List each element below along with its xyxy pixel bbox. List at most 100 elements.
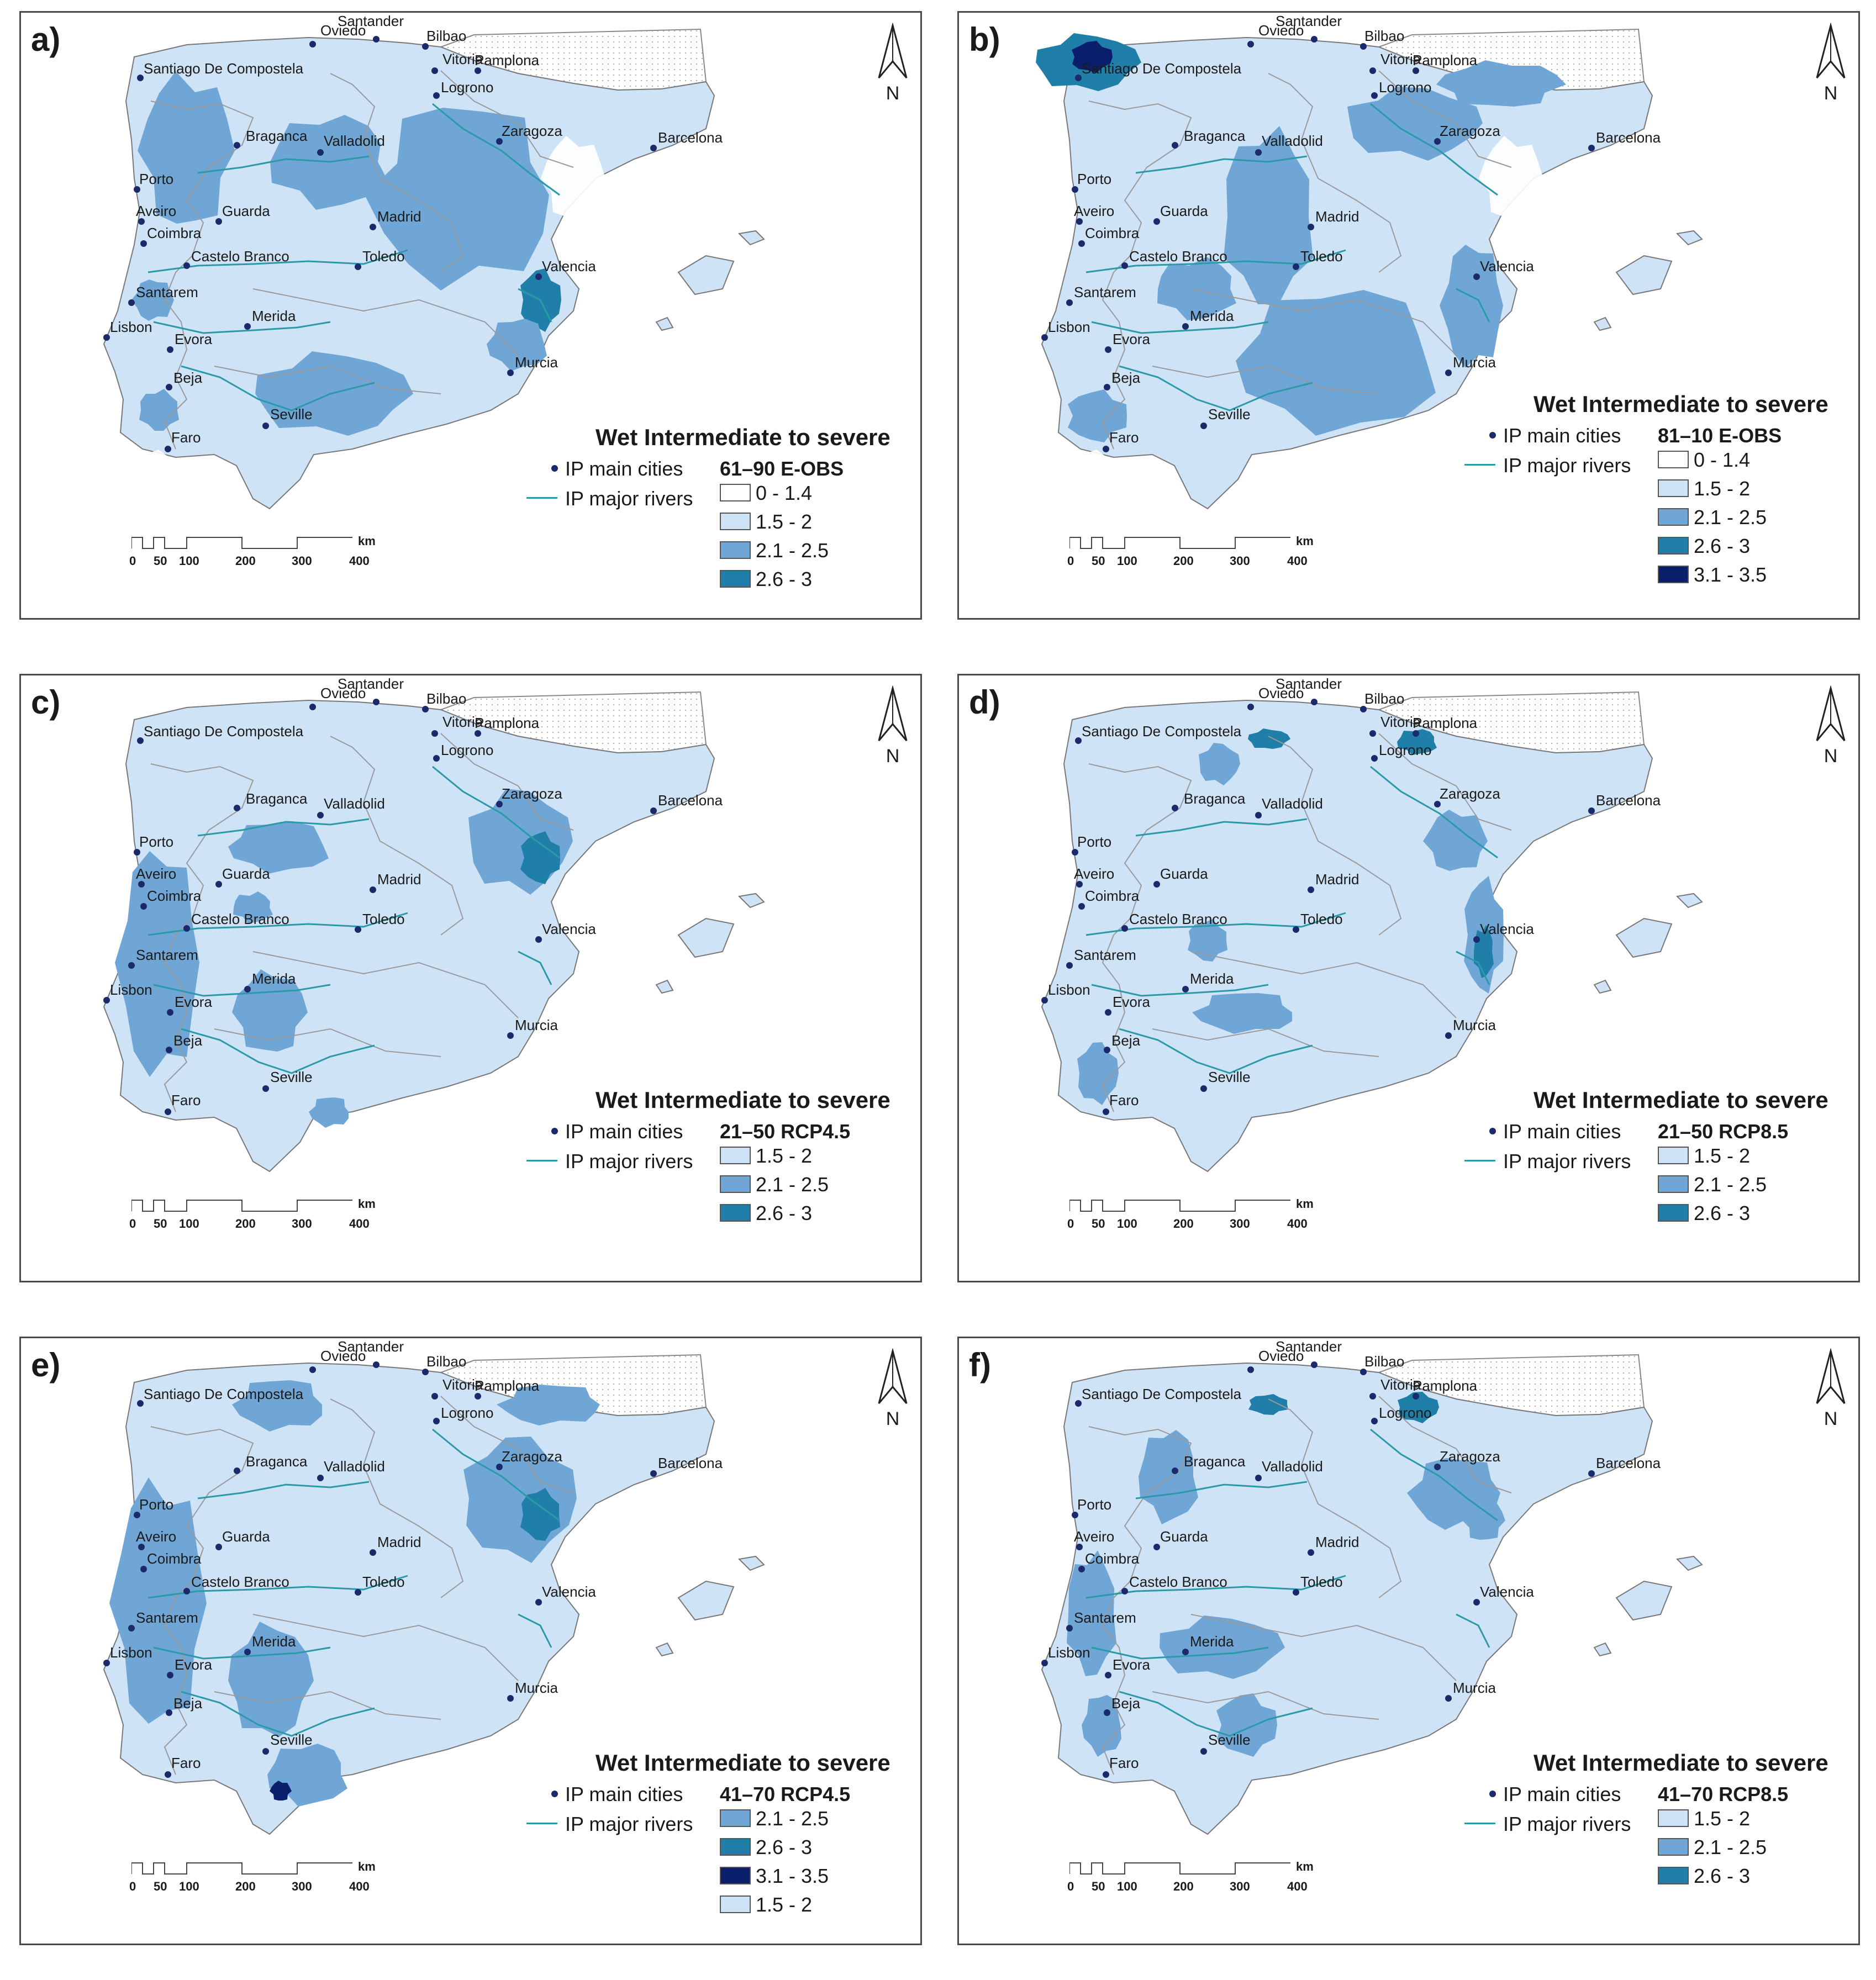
city-marker bbox=[1075, 1400, 1082, 1407]
city-label: Braganca bbox=[246, 790, 308, 807]
legend-city-dot bbox=[1489, 1128, 1496, 1134]
city-marker bbox=[1371, 92, 1378, 99]
city-label: Murcia bbox=[515, 1680, 558, 1696]
legend-swatch bbox=[720, 1838, 751, 1856]
island bbox=[1593, 979, 1612, 994]
city-marker bbox=[183, 262, 190, 269]
city-marker bbox=[234, 142, 240, 149]
city-label: Pamplona bbox=[1413, 715, 1478, 731]
city-marker bbox=[1078, 903, 1085, 910]
peninsula-area bbox=[1041, 699, 1653, 1173]
city-label: Oviedo bbox=[1258, 22, 1304, 39]
legend-cities-label: IP main cities bbox=[565, 1783, 683, 1805]
shaded-area bbox=[1423, 810, 1488, 871]
city-label: Santander bbox=[1276, 675, 1342, 692]
legend-river-line bbox=[1464, 1823, 1495, 1824]
city-marker bbox=[1172, 805, 1178, 811]
city-marker bbox=[1247, 41, 1254, 47]
city-marker bbox=[1182, 1649, 1189, 1655]
country-border bbox=[1088, 763, 1192, 1112]
river bbox=[518, 288, 552, 323]
panel-label: a) bbox=[31, 21, 61, 58]
river bbox=[1119, 365, 1313, 411]
city-marker bbox=[1308, 1549, 1314, 1556]
country-border bbox=[440, 1396, 574, 1493]
city-label: Guarda bbox=[222, 865, 270, 882]
city-marker bbox=[1434, 138, 1441, 145]
scale-unit: km bbox=[358, 1860, 376, 1873]
shaded-area bbox=[1347, 87, 1483, 161]
city-label: Faro bbox=[171, 1092, 201, 1108]
scale-tick: 50 bbox=[1092, 554, 1105, 568]
city-marker bbox=[128, 962, 135, 969]
island bbox=[677, 917, 735, 958]
city-label: Evora bbox=[1113, 331, 1150, 347]
city-marker bbox=[1153, 218, 1160, 225]
legend-class-label: 2.6 - 3 bbox=[1694, 1865, 1751, 1887]
scale-tick: 400 bbox=[349, 1217, 370, 1231]
city-label: Zaragoza bbox=[502, 785, 562, 802]
legend-title: Wet Intermediate to severe bbox=[1534, 1087, 1828, 1113]
city-marker bbox=[134, 849, 140, 856]
city-label: Pamplona bbox=[475, 52, 540, 68]
map-panel-d: d) N Oviedo Santander Bilbao Vitoria Pamplona L… bbox=[957, 674, 1860, 1282]
city-marker bbox=[1041, 334, 1048, 341]
city-label: Evora bbox=[175, 1656, 212, 1673]
city-label: Oviedo bbox=[320, 1348, 366, 1364]
class-0-area bbox=[541, 136, 605, 217]
legend-class-label: 3.1 - 3.5 bbox=[1694, 563, 1767, 586]
city-label: Coimbra bbox=[147, 225, 202, 241]
legend-class-label: 1.5 - 2 bbox=[756, 510, 813, 533]
map-canvas bbox=[1041, 1354, 1703, 1835]
city-marker bbox=[1369, 1393, 1376, 1400]
city-label: Bilbao bbox=[1364, 28, 1405, 44]
city-marker bbox=[1103, 1771, 1109, 1778]
country-border bbox=[1152, 365, 1379, 394]
city-marker bbox=[431, 730, 438, 737]
legend-swatch bbox=[720, 1895, 751, 1913]
city-label: Oviedo bbox=[1258, 685, 1304, 701]
country-border bbox=[440, 733, 574, 831]
city-marker bbox=[1293, 926, 1299, 933]
island bbox=[655, 1642, 674, 1657]
city-marker bbox=[535, 1599, 542, 1606]
city-label: Castelo Branco bbox=[191, 248, 289, 265]
scale-tick: 0 bbox=[1067, 1217, 1074, 1231]
river bbox=[1135, 155, 1308, 174]
country-border bbox=[150, 763, 254, 1112]
city-label: Castelo Branco bbox=[1129, 248, 1227, 265]
city-label: Pamplona bbox=[475, 715, 540, 731]
country-border bbox=[1088, 101, 1192, 450]
river bbox=[518, 951, 552, 985]
city-marker bbox=[1445, 369, 1452, 376]
country-border bbox=[1268, 73, 1402, 273]
city-label: Merida bbox=[1190, 308, 1234, 324]
city-label: Zaragoza bbox=[502, 1448, 562, 1465]
legend-swatch bbox=[1658, 1175, 1689, 1193]
city-label: Santarem bbox=[136, 284, 198, 300]
city-marker bbox=[1371, 1418, 1378, 1424]
city-label: Porto bbox=[139, 1496, 174, 1513]
north-arrow: N bbox=[1814, 685, 1847, 768]
legend-class-label: 2.6 - 3 bbox=[756, 1202, 813, 1224]
city-marker bbox=[128, 299, 135, 306]
north-label: N bbox=[1824, 1408, 1838, 1429]
city-marker bbox=[650, 145, 657, 151]
map-canvas bbox=[1041, 691, 1703, 1173]
city-marker bbox=[1360, 1369, 1367, 1375]
shaded-area bbox=[1068, 389, 1127, 442]
shaded-area bbox=[1398, 1392, 1439, 1423]
country-border bbox=[150, 101, 254, 450]
city-marker bbox=[1121, 925, 1128, 932]
city-marker bbox=[1066, 1625, 1073, 1631]
legend-class-label: 2.1 - 2.5 bbox=[1694, 1173, 1767, 1196]
island bbox=[655, 979, 674, 994]
scale-bar-graphic bbox=[1069, 537, 1290, 549]
scale-unit: km bbox=[358, 1197, 376, 1211]
city-marker bbox=[137, 75, 144, 81]
legend-swatch bbox=[1658, 1147, 1689, 1164]
legend-swatch bbox=[720, 1147, 751, 1164]
city-label: Santiago De Compostela bbox=[144, 723, 304, 740]
map-canvas bbox=[103, 691, 765, 1173]
city-marker bbox=[1434, 1464, 1441, 1470]
